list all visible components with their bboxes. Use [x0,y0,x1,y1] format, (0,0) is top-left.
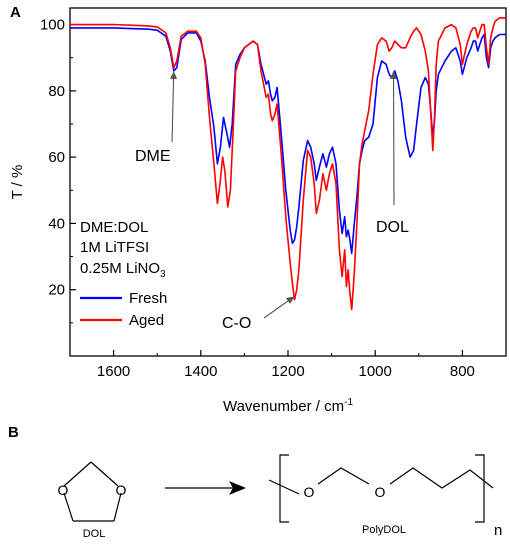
x-tick-label: 1600 [97,363,130,380]
annotation-arrowhead-dme [170,71,177,79]
y-tick-label: 100 [40,17,65,34]
dol-oxygen-left: O [58,482,69,498]
polydol-bracket-right [475,455,484,522]
legend-line-3-text: 0.25M LiNO [80,260,160,277]
annotations-group: DME C-O DOL [135,71,409,332]
dol-bond-2 [91,462,118,486]
ftir-plot: 1600 1400 1200 1000 800 20 40 60 80 100 DME C-O DOL [40,8,506,380]
polydol-oxygen-1: O [304,484,315,500]
y-tick-label: 40 [48,215,65,232]
annotation-dol: DOL [376,219,409,236]
polydol-bond-1 [269,480,299,494]
panel-b-label: B [8,424,19,441]
polydol-bond-2 [318,468,369,484]
legend-line-3: 0.25M LiNO3 [80,260,166,280]
y-tick-label: 80 [48,83,65,100]
y-tick-label: 60 [48,149,65,166]
legend-line-1: DME:DOL [80,219,148,236]
y-axis-label: T / % [9,165,26,200]
x-axis-label: Wavenumber / cm-1 [223,397,353,415]
polydol-caption: PolyDOL [362,524,406,536]
legend-entry-fresh: Fresh [129,290,167,307]
polydol-repeat-n: n [494,522,502,539]
polydol-bond-3 [390,468,493,488]
x-axis-label-text: Wavenumber / cm [223,398,344,415]
legend-entry-aged: Aged [129,312,164,329]
dol-caption: DOL [83,528,106,540]
dol-structure [64,462,121,521]
x-tick-label: 800 [450,363,475,380]
annotation-arrowhead-c-o [286,296,295,303]
y-tick-label: 20 [48,282,65,299]
legend: DME:DOL 1M LiTFSI 0.25M LiNO3 Fresh Aged [80,219,167,329]
x-tick-label: 1400 [184,363,217,380]
polydol-oxygen-2: O [375,484,386,500]
annotation-c-o: C-O [222,315,251,332]
x-tick-label: 1200 [271,363,304,380]
x-tick-label: 1000 [359,363,392,380]
annotation-dme: DME [135,148,171,165]
x-axis-label-superscript: -1 [344,397,353,408]
reaction-arrow [165,481,246,495]
annotation-arrow-c-o [264,301,288,318]
dol-oxygen-right: O [116,482,127,498]
annotation-arrow-dme [172,79,174,142]
panel-a-label: A [10,4,21,21]
legend-line-2: 1M LiTFSI [80,239,149,256]
legend-line-3-subscript: 3 [160,269,166,280]
